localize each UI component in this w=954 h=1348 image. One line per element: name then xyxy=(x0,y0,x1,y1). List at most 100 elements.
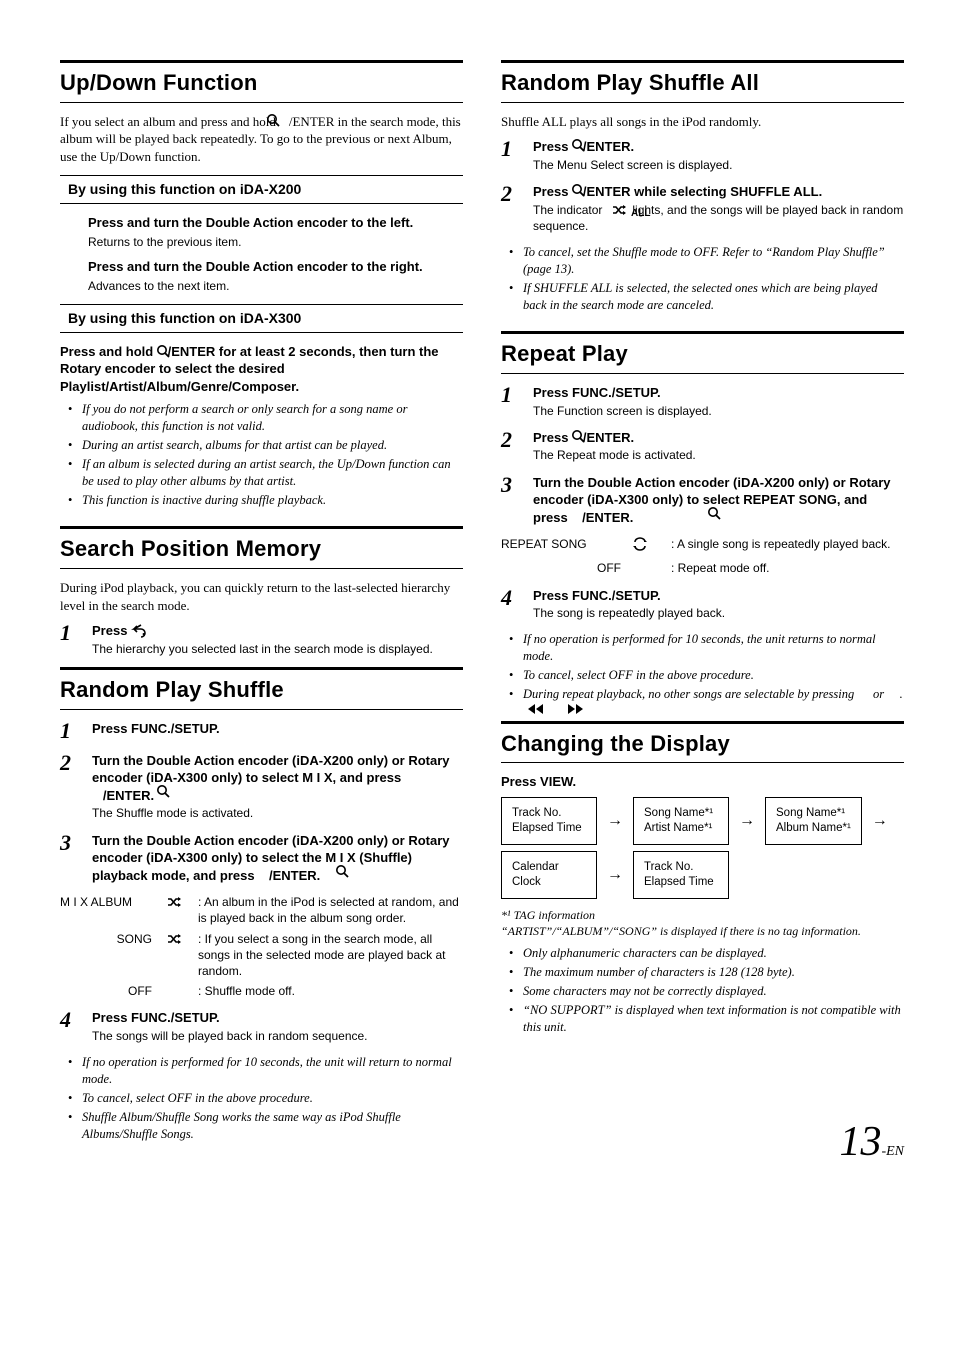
step: 4 Press FUNC./SETUP. The songs will be p… xyxy=(60,1009,463,1044)
rule xyxy=(501,721,904,724)
table-label: SONG xyxy=(60,931,152,980)
bullet-item: If an album is selected during an artist… xyxy=(72,456,463,490)
arrow-icon: → xyxy=(739,810,755,832)
search-icon xyxy=(335,864,349,883)
step: 1 Press /ENTER. The Menu Select screen i… xyxy=(501,138,904,173)
step-title: Press /ENTER. xyxy=(533,429,904,447)
bullet-list: Only alphanumeric characters can be disp… xyxy=(501,945,904,1035)
display-flow: Track No.Elapsed Time → Song Name*¹Artis… xyxy=(501,797,904,845)
step-title: Press FUNC./SETUP. xyxy=(533,385,661,400)
subhead-x300: By using this function on iDA-X300 xyxy=(60,304,463,333)
search-icon xyxy=(571,429,585,448)
subhead-x200: By using this function on iDA-X200 xyxy=(60,175,463,204)
prev-track-icon xyxy=(523,701,545,720)
step-number: 1 xyxy=(60,720,78,742)
step: 2 Turn the Double Action encoder (iDA-X2… xyxy=(60,752,463,822)
bullet-item: During an artist search, albums for that… xyxy=(72,437,463,454)
step-number: 3 xyxy=(60,832,78,885)
step-number: 2 xyxy=(501,429,519,464)
step-desc: The indicator lights, and the songs will… xyxy=(533,202,904,234)
step-desc: The songs will be played back in random … xyxy=(92,1028,463,1044)
bullet-item: To cancel, select OFF in the above proce… xyxy=(72,1090,463,1107)
table-desc: : An album in the iPod is selected at ra… xyxy=(198,894,463,926)
search-icon xyxy=(156,784,170,803)
step-number: 2 xyxy=(501,183,519,234)
flow-box: CalendarClock xyxy=(501,851,597,899)
left-column: Up/Down Function If you select an album … xyxy=(60,60,463,1154)
bullet-item: To cancel, select OFF in the above proce… xyxy=(513,667,904,684)
step-title: Press FUNC./SETUP. xyxy=(92,1010,220,1025)
step-number: 1 xyxy=(501,138,519,173)
step-title: Turn the Double Action encoder (iDA-X200… xyxy=(92,752,463,805)
bullet-item: To cancel, set the Shuffle mode to OFF. … xyxy=(513,244,904,278)
rule xyxy=(60,526,463,529)
bullet-item: “NO SUPPORT” is displayed when text info… xyxy=(513,1002,904,1036)
bullet-list: If no operation is performed for 10 seco… xyxy=(501,631,904,703)
table-label: OFF xyxy=(501,560,621,576)
section-up-down: Up/Down Function xyxy=(60,65,463,103)
flow-box: Song Name*¹Album Name*¹ xyxy=(765,797,862,845)
flow-box: Track No.Elapsed Time xyxy=(633,851,729,899)
section-random-shuffle: Random Play Shuffle xyxy=(60,672,463,710)
arrow-icon: → xyxy=(607,864,623,886)
step-number: 3 xyxy=(501,474,519,527)
bullet-item: Shuffle Album/Shuffle Song works the sam… xyxy=(72,1109,463,1143)
next-track-icon xyxy=(565,701,587,720)
step-title: Turn the Double Action encoder (iDA-X200… xyxy=(92,832,463,885)
instr-left: Press and turn the Double Action encoder… xyxy=(88,214,463,232)
bullet-item: If no operation is performed for 10 seco… xyxy=(72,1054,463,1088)
intro-text: If you select an album and press and hol… xyxy=(60,113,463,166)
page-number: 13-EN xyxy=(839,1114,904,1171)
repeat-modes-table: REPEAT SONG : A single song is repeatedl… xyxy=(501,536,904,576)
search-icon xyxy=(707,506,721,525)
bullet-item: This function is inactive during shuffle… xyxy=(72,492,463,509)
instr-hold-enter: Press and hold /ENTER for at least 2 sec… xyxy=(60,343,463,396)
bullet-list: To cancel, set the Shuffle mode to OFF. … xyxy=(501,244,904,314)
step-title: Press FUNC./SETUP. xyxy=(92,721,220,736)
step-desc: The hierarchy you selected last in the s… xyxy=(92,641,463,657)
step-title: Press FUNC./SETUP. xyxy=(533,588,661,603)
step-desc: The song is repeatedly played back. xyxy=(533,605,904,621)
bullet-item: During repeat playback, no other songs a… xyxy=(513,686,904,703)
flow-box: Track No.Elapsed Time xyxy=(501,797,597,845)
search-icon xyxy=(266,113,280,132)
bullet-list: If you do not perform a search or only s… xyxy=(60,401,463,508)
repeat-icon xyxy=(631,536,661,556)
bullet-list: If no operation is performed for 10 seco… xyxy=(60,1054,463,1142)
rule xyxy=(501,331,904,334)
step-desc: The Menu Select screen is displayed. xyxy=(533,157,904,173)
step-title: Press /ENTER while selecting SHUFFLE ALL… xyxy=(533,183,904,201)
step: 1 Press FUNC./SETUP. xyxy=(60,720,463,742)
search-icon xyxy=(156,344,170,363)
display-flow: CalendarClock → Track No.Elapsed Time xyxy=(501,851,904,899)
table-label: OFF xyxy=(60,983,152,999)
bullet-item: If no operation is performed for 10 seco… xyxy=(513,631,904,665)
step: 2 Press /ENTER. The Repeat mode is activ… xyxy=(501,429,904,464)
table-desc: : Shuffle mode off. xyxy=(198,983,463,999)
step: 2 Press /ENTER while selecting SHUFFLE A… xyxy=(501,183,904,234)
intro-text: Shuffle ALL plays all songs in the iPod … xyxy=(501,113,904,131)
step-number: 1 xyxy=(60,622,78,657)
shuffle-icon xyxy=(160,894,190,926)
step: 4 Press FUNC./SETUP. The song is repeate… xyxy=(501,587,904,622)
step-number: 4 xyxy=(501,587,519,622)
step: 3 Turn the Double Action encoder (iDA-X2… xyxy=(60,832,463,885)
section-repeat: Repeat Play xyxy=(501,336,904,374)
rule xyxy=(501,60,904,63)
rule xyxy=(60,667,463,670)
flow-box: Song Name*¹Artist Name*¹ xyxy=(633,797,729,845)
step: 3 Turn the Double Action encoder (iDA-X2… xyxy=(501,474,904,527)
press-view: Press VIEW. xyxy=(501,773,904,791)
back-icon xyxy=(130,622,146,643)
arrow-icon: → xyxy=(607,810,623,832)
step: 1 Press FUNC./SETUP. The Function screen… xyxy=(501,384,904,419)
step-title: Turn the Double Action encoder (iDA-X200… xyxy=(533,474,904,527)
arrow-icon: → xyxy=(872,810,888,832)
instr-right: Press and turn the Double Action encoder… xyxy=(88,258,463,276)
search-icon xyxy=(571,138,585,157)
step-title: Press /ENTER. xyxy=(533,138,904,156)
footnote: *¹ TAG information “ARTIST”/“ALBUM”/“SON… xyxy=(501,907,904,939)
bullet-item: The maximum number of characters is 128 … xyxy=(513,964,904,981)
shuffle-modes-table: M I X ALBUM : An album in the iPod is se… xyxy=(60,894,463,999)
intro-text: During iPod playback, you can quickly re… xyxy=(60,579,463,614)
